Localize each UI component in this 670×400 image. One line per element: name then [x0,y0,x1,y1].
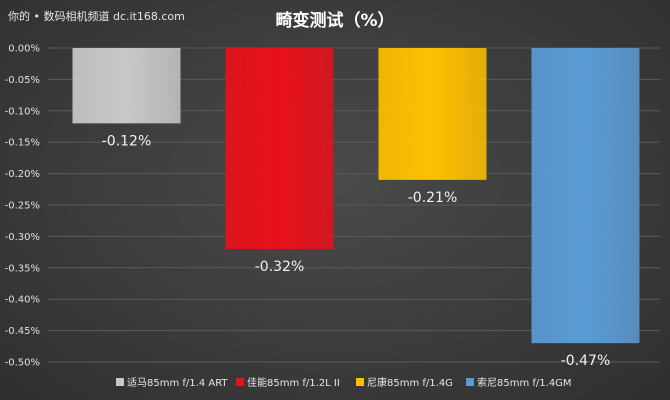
watermark: 你的 • 数码相机频道 dc.it168.com [8,10,185,23]
y-tick-label: -0.45% [5,326,40,337]
y-tick-label: -0.10% [5,106,40,117]
y-tick-label: 0.00% [8,44,40,55]
legend-swatch [356,378,364,386]
y-axis-ticks: 0.00% -0.05% -0.10% -0.15% -0.20% -0.25% -0.30… [5,44,40,369]
legend-entry: 适马85mm f/1.4 ART [127,377,228,389]
legend-entry: 索尼85mm f/1.4GM [477,376,572,389]
legend-swatch [116,378,124,386]
legend-entry: 佳能85mm f/1.2L II [247,376,340,389]
y-tick-label: -0.30% [5,232,40,243]
data-label: -0.47% [561,353,611,369]
y-tick-label: -0.20% [5,169,40,180]
chart-title: 畸变测试（%） [275,10,394,31]
data-label: -0.12% [102,133,152,149]
y-tick-label: -0.25% [5,201,40,212]
legend-entry: 尼康85mm f/1.4G [367,376,453,389]
legend: 适马85mm f/1.4 ART 佳能85mm f/1.2L II 尼康85mm f… [116,376,572,389]
bar [225,48,334,249]
y-tick-label: -0.35% [5,263,40,274]
data-label: -0.21% [408,190,458,206]
data-label: -0.32% [255,259,305,275]
y-tick-label: -0.15% [5,138,40,149]
legend-swatch [236,378,244,386]
data-labels: -0.12% -0.32% -0.21% -0.47% [102,133,611,369]
y-tick-label: -0.50% [5,358,40,369]
bars [72,48,640,344]
y-tick-label: -0.05% [5,75,40,86]
y-tick-label: -0.40% [5,295,40,306]
legend-swatch [466,378,474,386]
bar [378,48,487,180]
bar [531,48,640,344]
bar [72,48,181,124]
